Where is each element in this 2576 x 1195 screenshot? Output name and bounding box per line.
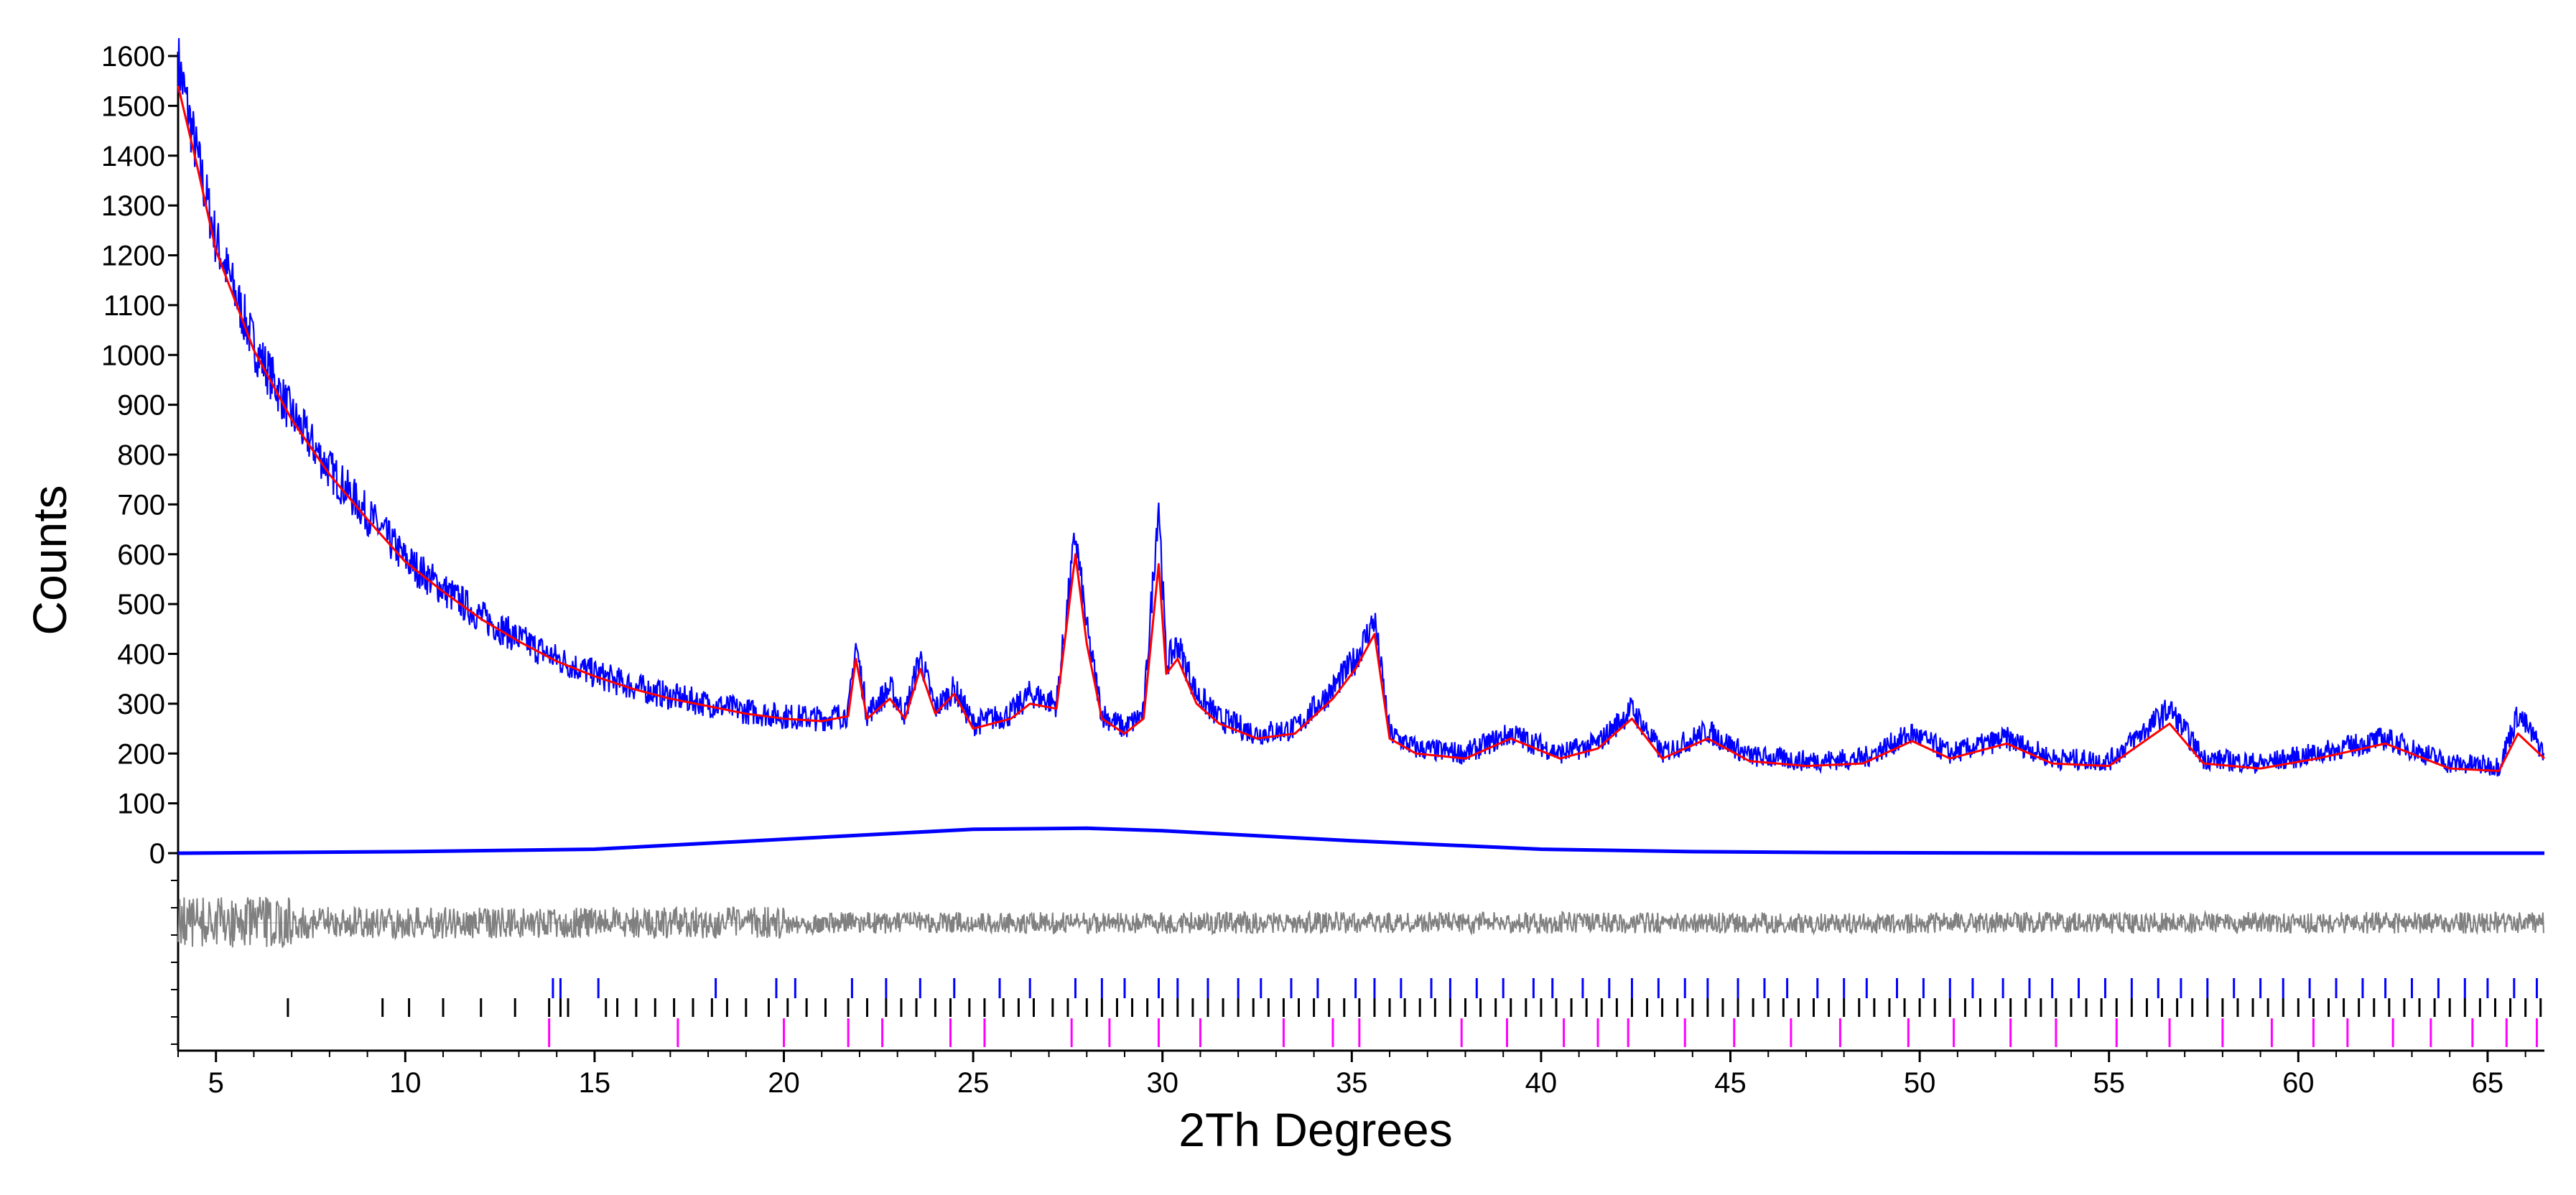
y-tick-label: 700 (117, 489, 165, 521)
y-tick-label: 1100 (103, 290, 165, 322)
axes-group: 0 100 200 300 400 500 600 700 800 900 1000 1100 1200… (101, 41, 2544, 1099)
x-tick-label: 60 (2282, 1067, 2315, 1099)
observed-series-line (177, 38, 2544, 777)
x-tick-label: 5 (208, 1067, 224, 1099)
difference-curve (177, 896, 2544, 948)
y-tick-label: 800 (117, 440, 165, 471)
x-tick-label: 30 (1146, 1067, 1178, 1099)
x-tick-label: 55 (2093, 1067, 2125, 1099)
y-axis-title: Counts (23, 485, 76, 635)
y-tick-label: 1400 (101, 141, 165, 172)
y-tick-label: 1000 (101, 340, 165, 371)
y-tick-label: 1300 (101, 190, 165, 222)
x-tick-label: 45 (1714, 1067, 1747, 1099)
reflection-markers-group (287, 978, 2542, 1047)
x-tick-label: 35 (1336, 1067, 1368, 1099)
calculated-series-line (177, 85, 2546, 772)
y-tick-label: 0 (149, 838, 165, 870)
x-tick-label: 15 (579, 1067, 611, 1099)
y-tick-label: 200 (117, 738, 165, 770)
y-tick-label: 1500 (101, 90, 165, 122)
difference-group (177, 896, 2544, 948)
background-series-line (177, 826, 2544, 855)
y-tick-label: 100 (117, 789, 165, 820)
x-tick-label: 40 (1525, 1067, 1558, 1099)
x-tick-label: 20 (768, 1067, 800, 1099)
x-axis-title: 2Th Degrees (1178, 1103, 1453, 1156)
y-tick-label: 1600 (101, 41, 165, 73)
x-tick-label: 50 (1904, 1067, 1936, 1099)
series-group (177, 38, 2546, 855)
x-tick-label: 25 (957, 1067, 990, 1099)
x-tick-label: 10 (389, 1067, 422, 1099)
y-tick-label: 600 (117, 539, 165, 571)
y-tick-label: 900 (117, 390, 165, 422)
y-tick-label: 300 (117, 689, 165, 720)
y-tick-label: 500 (117, 589, 165, 620)
y-tick-label: 400 (117, 639, 165, 671)
x-tick-label: 65 (2472, 1067, 2504, 1099)
y-tick-label: 1200 (101, 241, 165, 272)
